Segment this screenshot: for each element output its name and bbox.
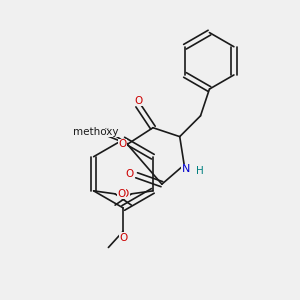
Text: methyl: methyl xyxy=(105,128,110,129)
Text: H: H xyxy=(196,167,203,176)
Text: methoxy: methoxy xyxy=(73,127,119,136)
Text: O: O xyxy=(121,189,129,199)
Text: O: O xyxy=(125,169,133,179)
Text: N: N xyxy=(182,164,190,174)
Text: O: O xyxy=(134,96,142,106)
Text: O: O xyxy=(119,233,128,243)
Text: O: O xyxy=(118,189,126,199)
Text: O: O xyxy=(118,139,127,149)
